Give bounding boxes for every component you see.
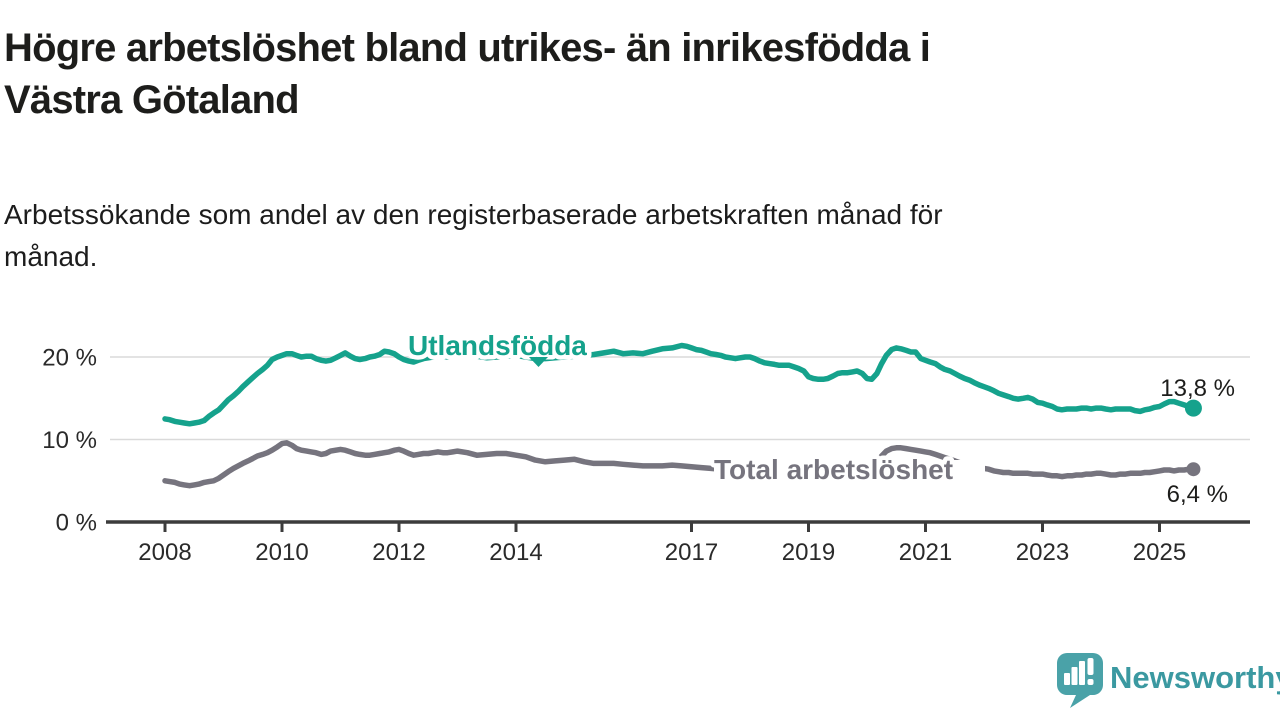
x-tick-label: 2021: [899, 539, 952, 566]
gridlines: [106, 356, 1250, 524]
series-label-total-arbetsloshet: Total arbetslöshet: [714, 454, 953, 485]
x-tick-label: 2014: [489, 539, 542, 566]
x-tick-label: 2025: [1133, 539, 1186, 566]
page-title: Högre arbetslöshet bland utrikes- än inr…: [4, 26, 931, 122]
series-line-utlandsfodda: [162, 342, 1197, 427]
end-value-label-total: 6,4 %: [1167, 481, 1228, 508]
y-tick-label: 0 %: [56, 510, 97, 537]
end-dot-utlandsfodda: [1184, 399, 1202, 417]
brand-name: Newsworthy: [1110, 660, 1280, 695]
x-axis: 2008 2010 2012 2014 2017 2019 2021 2023 2025: [138, 522, 1186, 566]
page-subtitle: Arbetssökande som andel av den registerb…: [4, 199, 943, 272]
speech-bubble-bar-chart-icon: [1057, 653, 1103, 708]
x-tick-label: 2008: [138, 539, 191, 566]
series-label-utlandsfodda: Utlandsfödda: [408, 330, 587, 361]
newsworthy-logo: Newsworthy: [1056, 652, 1280, 710]
x-tick-label: 2012: [372, 539, 425, 566]
x-tick-label: 2010: [255, 539, 308, 566]
end-value-label-utlandsfodda: 13,8 %: [1160, 375, 1235, 402]
y-axis-labels: 0 % 10 % 20 %: [42, 345, 97, 537]
y-tick-label: 10 %: [42, 427, 97, 454]
y-tick-label: 20 %: [42, 345, 97, 372]
x-tick-label: 2023: [1016, 539, 1069, 566]
total-label-backdrop: [714, 460, 985, 477]
arrow-down-icon: [529, 357, 548, 367]
x-tick-label: 2017: [665, 539, 718, 566]
x-tick-label: 2019: [782, 539, 835, 566]
series-end-dots: [1184, 399, 1202, 477]
series-line-total-arbetsloshet: [162, 440, 1197, 489]
end-dot-total-arbetsloshet: [1186, 462, 1201, 477]
series-lines: [162, 342, 1197, 489]
